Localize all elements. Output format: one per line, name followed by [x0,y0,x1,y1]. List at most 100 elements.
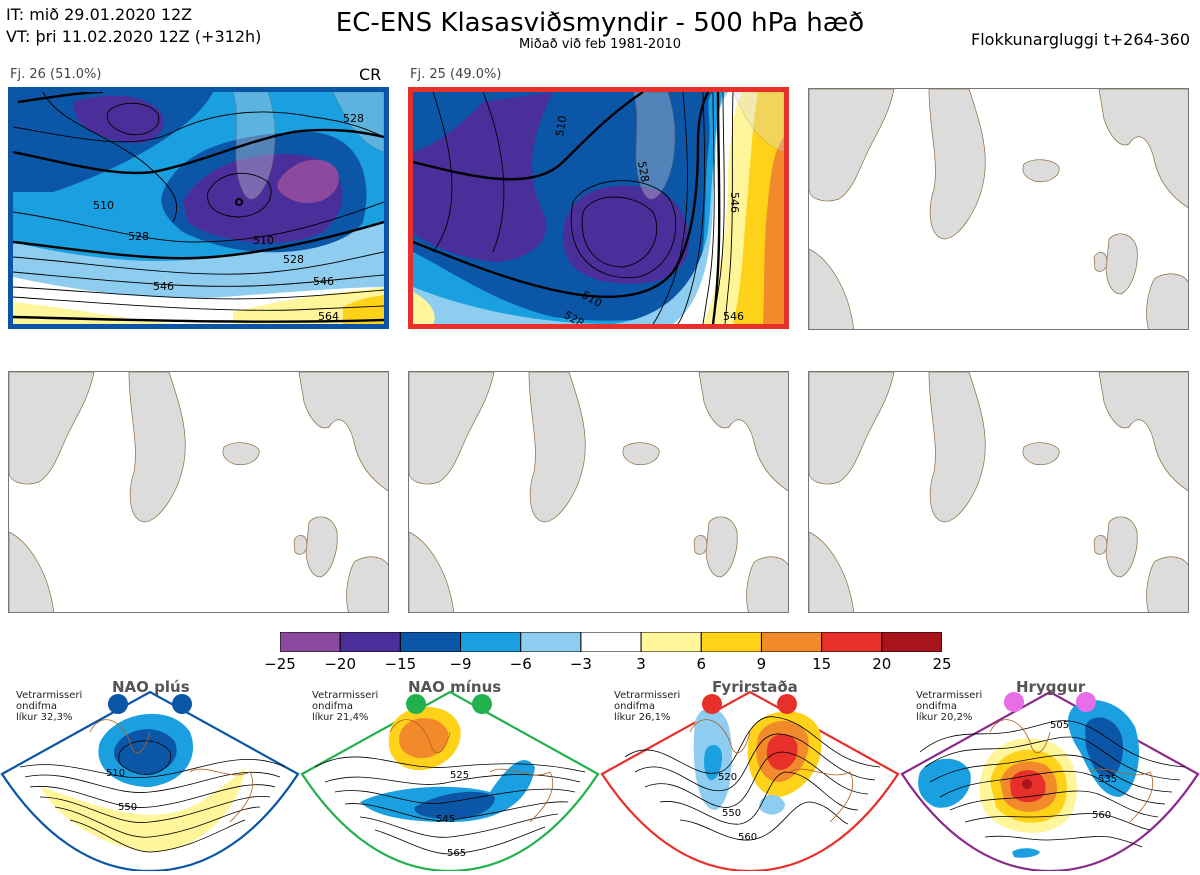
colorbar-tick: −6 [509,655,532,673]
contour-label: 545 [436,814,456,825]
page-subtitle: Miðað við feb 1981-2010 [518,37,682,52]
contour-label: 528 [128,230,149,243]
contour-label: 564 [318,310,339,323]
valid-time: VT: þri 11.02.2020 12Z (+312h) [6,27,262,46]
regime-map [0,690,300,873]
colorbar-tick: 15 [812,655,832,673]
colorbar-swatch [399,632,462,652]
contour-label: 510 [93,199,114,212]
colorbar-swatch [700,632,762,652]
land-shape [705,516,738,578]
colorbar-tick: 3 [636,655,646,673]
contour-label: 565 [447,848,467,859]
contour-label: 546 [728,192,741,213]
land-shape [1098,372,1188,492]
contour-label: 520 [718,772,738,783]
cluster-1-tag: CR [359,65,382,84]
land-shape [346,556,388,612]
regime-ridge: Hryggur Vetrarmisseri ondifma líkur 20,2% … [900,672,1200,873]
land-shape [622,442,660,466]
land-shape [809,89,895,202]
land-shape [409,372,495,485]
cluster-window: Flokkunargluggi t+264-360 [971,30,1190,49]
land-shape [1146,556,1188,612]
colorbar-tick: −25 [264,655,296,673]
contour-label: 535 [1098,774,1118,785]
regime-nao-minus: NAO mínus Vetrarmisseri ondifma líkur 21,4… [300,672,600,873]
contour-label: 510 [106,768,126,779]
regime-dot [406,694,426,714]
land-shape [928,372,986,523]
land-shape [1022,159,1060,183]
regime-note: Vetrarmisseri ondifma líkur 20,2% [916,690,983,723]
colorbar-tick: 9 [756,655,767,673]
regime-note: Vetrarmisseri ondifma líkur 32,3% [16,690,83,723]
land-shape [1105,516,1138,578]
regime-blocking: Fyrirstaða Vetrarmisseri ondifma líkur 26,… [600,672,900,873]
colorbar-swatch [821,632,883,652]
contour-label: 528 [635,160,651,183]
colorbar-tick: 20 [872,655,892,673]
contour-label: 546 [153,280,174,293]
cluster-map-1[interactable]: 510 528 510 528 546 564 528 546 [8,87,389,329]
regime-note: Vetrarmisseri ondifma líkur 26,1% [614,690,681,723]
colorbar-swatch [280,632,341,652]
empty-map-6 [808,371,1189,613]
land-shape [809,248,855,329]
colorbar-tick: 25 [932,655,952,673]
land-shape [409,531,455,612]
colorbar-tick: −15 [384,655,417,673]
contour-label: 546 [723,310,744,323]
land-shape [1093,252,1108,272]
regime-dot [108,694,128,714]
regime-map [300,690,600,873]
regime-dot [702,694,722,714]
regime-map [900,690,1200,873]
colorbar-swatch [520,632,582,652]
colorbar [280,632,942,652]
colorbar-tick: −3 [569,655,592,673]
regime-title: NAO plús [112,678,190,696]
land-shape [1105,233,1138,295]
land-shape [528,372,586,523]
land-shape [9,531,55,612]
land-shape [298,372,388,492]
land-shape [809,372,895,485]
land-shape [222,442,260,466]
regime-dot [777,694,797,714]
colorbar-tick: −9 [449,655,472,673]
land-shape [928,89,986,240]
header-times: IT: mið 29.01.2020 12Z VT: þri 11.02.202… [6,4,261,48]
contour-label: 560 [738,832,758,843]
empty-map-5 [408,371,789,613]
land-shape [693,535,708,555]
regime-title: Hryggur [1016,678,1086,696]
regime-dot [1004,692,1024,712]
land-shape [305,516,338,578]
cluster-map-2[interactable]: 510 528 510 528 546 546 [408,87,789,329]
contour-label: 525 [450,770,470,781]
cluster-2-label: Fj. 25 (49.0%) [410,67,502,82]
land-shape [1022,442,1060,466]
contour-label: 546 [313,275,334,288]
empty-map-4 [8,371,389,613]
regime-note: Vetrarmisseri ondifma líkur 21,4% [312,690,379,723]
cluster-1-label: Fj. 26 (51.0%) [10,67,102,82]
colorbar-swatch [760,632,823,652]
colorbar-tick: 6 [696,655,707,673]
init-time: IT: mið 29.01.2020 12Z [6,5,193,24]
regime-dot [472,694,492,714]
colorbar-swatch [460,632,522,652]
land-shape [746,556,788,612]
land-shape [1098,89,1188,209]
land-shape [293,535,308,555]
land-shape [809,531,855,612]
land-shape [1146,273,1188,329]
colorbar-swatch [339,632,401,652]
contour-label: 528 [343,112,364,125]
regime-dot [1076,692,1096,712]
regime-title: NAO mínus [408,678,502,696]
page-title: EC-ENS Klasasviðsmyndir - 500 hPa hæð [335,8,865,38]
colorbar-swatch [580,632,642,652]
contour-label: 528 [283,253,304,266]
